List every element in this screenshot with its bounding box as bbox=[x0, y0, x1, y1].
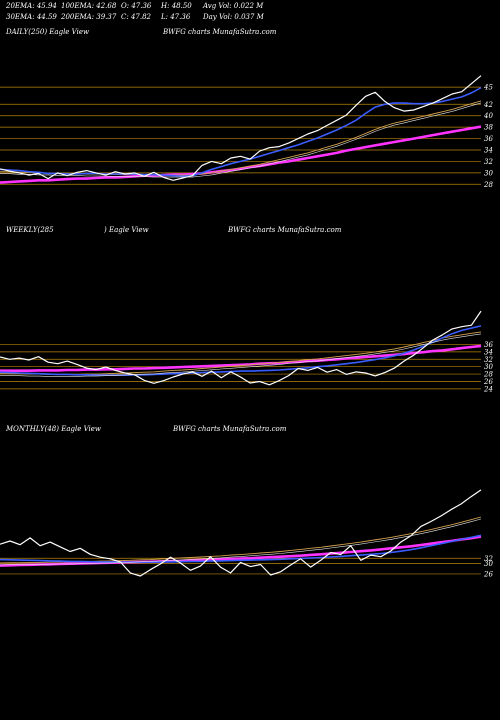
stat-open: O: 47.36 bbox=[121, 2, 152, 10]
y-tick-label: 26 bbox=[483, 570, 493, 578]
stat-close: C: 47.82 bbox=[121, 13, 151, 21]
stat-ema30: 30EMA: 44.59 bbox=[6, 13, 57, 21]
y-tick-label: 26 bbox=[483, 378, 493, 386]
ema-mid-line bbox=[0, 100, 482, 176]
weekly-title-suffix: ) Eagle View bbox=[104, 226, 149, 234]
y-tick-label: 34 bbox=[484, 147, 493, 155]
price-line bbox=[0, 489, 482, 577]
stat-ema100: 100EMA: 42.68 bbox=[61, 2, 117, 10]
daily-title: DAILY(250) Eagle View bbox=[6, 28, 89, 36]
y-tick-label: 42 bbox=[483, 101, 493, 109]
ema-fast-line bbox=[0, 86, 482, 178]
stat-avg-vol: Avg Vol: 0.022 M bbox=[203, 2, 264, 10]
ema-mid-line bbox=[0, 516, 482, 564]
y-tick-label: 32 bbox=[484, 158, 493, 166]
price-line bbox=[0, 310, 482, 386]
monthly-watermark: BWFG charts MunafaSutra.com bbox=[173, 425, 287, 433]
ema-fast-line bbox=[0, 534, 482, 563]
y-tick-label: 30 bbox=[484, 169, 493, 177]
price-line bbox=[0, 75, 482, 181]
stat-ema20: 20EMA: 45.94 bbox=[6, 2, 57, 10]
y-tick-label: 30 bbox=[484, 363, 493, 371]
y-tick-label: 30 bbox=[484, 560, 493, 568]
daily-watermark: BWFG charts MunafaSutra.com bbox=[163, 28, 277, 36]
ema-mid-shadow-line bbox=[0, 518, 482, 566]
y-tick-label: 40 bbox=[483, 112, 493, 120]
y-tick-label: 45 bbox=[483, 84, 493, 92]
ema-fast-line bbox=[0, 325, 482, 376]
stat-high: H: 48.50 bbox=[161, 2, 192, 10]
ema-mid-shadow-line bbox=[0, 333, 482, 377]
ema-mid-shadow-line bbox=[0, 102, 482, 178]
y-tick-label: 24 bbox=[483, 385, 493, 393]
y-tick-label: 36 bbox=[484, 135, 493, 143]
y-tick-label: 38 bbox=[484, 124, 493, 132]
monthly-title: MONTHLY(48) Eagle View bbox=[6, 425, 101, 433]
stat-day-vol: Day Vol: 0.037 M bbox=[203, 13, 264, 21]
weekly-watermark: BWFG charts MunafaSutra.com bbox=[228, 226, 342, 234]
stat-ema200: 200EMA: 39.37 bbox=[61, 13, 117, 21]
stat-low: L: 47.36 bbox=[161, 13, 191, 21]
y-tick-label: 32 bbox=[484, 555, 493, 563]
y-tick-label: 36 bbox=[484, 341, 493, 349]
y-tick-label: 32 bbox=[484, 356, 493, 364]
weekly-title: WEEKLY(285 bbox=[6, 226, 54, 234]
ema-slow-line bbox=[0, 125, 482, 184]
y-tick-label: 28 bbox=[483, 181, 493, 189]
y-tick-label: 28 bbox=[483, 371, 493, 379]
daily-chart: 45 42 40 38 36 34 32 30 28 bbox=[0, 75, 493, 189]
y-tick-label: 34 bbox=[484, 348, 493, 356]
